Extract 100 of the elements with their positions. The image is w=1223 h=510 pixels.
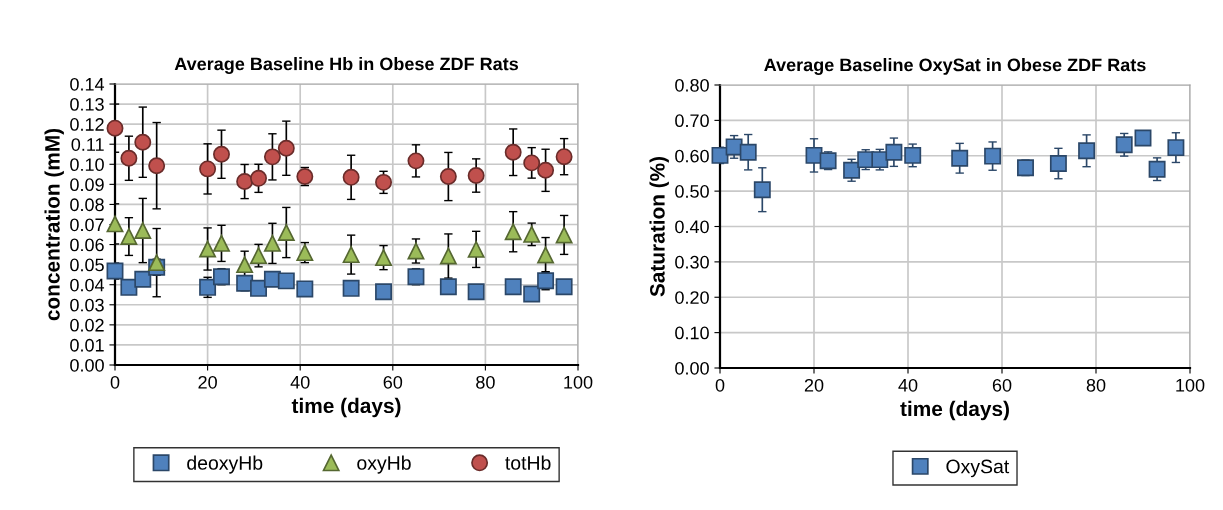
point: [250, 279, 268, 297]
y-tick-label: 0.00: [675, 361, 709, 375]
point: [296, 244, 314, 262]
y-tick-label: 0.10: [675, 326, 709, 340]
point: [277, 272, 295, 290]
chart-title: Average Baseline Hb in Obese ZDF Rats: [174, 57, 519, 74]
point: [984, 147, 1002, 165]
point: [843, 161, 861, 179]
point: [467, 167, 485, 185]
x-tick-label: 0: [715, 378, 725, 392]
point: [375, 249, 393, 267]
point: [277, 224, 295, 242]
y-tick-label: 0.70: [675, 114, 709, 128]
point: [148, 157, 166, 175]
point: [1115, 136, 1133, 154]
point: [555, 148, 573, 166]
point: [523, 225, 541, 243]
point: [213, 234, 230, 252]
legend-label: oxyHb: [357, 455, 411, 474]
point: [120, 228, 138, 246]
y-tick-label: 0.11: [71, 138, 104, 151]
y-axis-title: Saturation (%): [649, 156, 669, 297]
point: [1049, 155, 1067, 173]
point: [236, 173, 254, 191]
x-axis-title: time (days): [900, 400, 1009, 421]
point: [263, 148, 281, 166]
point: [439, 168, 457, 186]
point: [407, 152, 425, 170]
point: [106, 215, 124, 233]
point: [885, 143, 903, 161]
y-tick-label: 0.13: [70, 98, 104, 111]
x-tick-label: 60: [992, 378, 1012, 392]
point: [407, 242, 425, 260]
point: [134, 270, 152, 288]
point: [250, 169, 268, 187]
point: [555, 226, 573, 244]
point: [375, 173, 393, 191]
point: [134, 133, 152, 151]
point: [1134, 129, 1152, 147]
point: [753, 181, 771, 199]
x-tick-label: 40: [290, 375, 310, 389]
x-tick-label: 80: [1086, 378, 1106, 392]
point: [439, 278, 457, 296]
y-tick-label: 0.60: [675, 149, 709, 163]
point: [250, 247, 268, 265]
point: [213, 145, 230, 163]
point: [467, 283, 485, 301]
x-tick-label: 40: [898, 378, 918, 392]
chart-title: Average Baseline OxySat in Obese ZDF Rats: [764, 58, 1146, 75]
point: [711, 146, 729, 164]
x-tick-label: 20: [804, 378, 824, 392]
point: [904, 146, 922, 164]
point: [523, 154, 541, 172]
point: [342, 246, 360, 264]
point: [1148, 160, 1166, 178]
point: [296, 280, 314, 298]
point: [236, 256, 254, 274]
point: [467, 240, 485, 258]
point: [1167, 139, 1185, 157]
point: [555, 278, 573, 296]
y-tick-label: 0.14: [70, 77, 105, 91]
point: [120, 149, 138, 167]
point: [199, 278, 217, 296]
point: [342, 168, 360, 186]
legend-label: totHb: [505, 455, 551, 470]
y-tick-label: 0.00: [70, 358, 104, 372]
point: [277, 139, 295, 157]
y-tick-label: 0.01: [70, 338, 104, 352]
y-tick-label: 0.40: [675, 220, 709, 234]
y-tick-label: 0.02: [70, 318, 104, 332]
y-tick-label: 0.30: [675, 255, 709, 269]
point: [504, 143, 522, 161]
point: [236, 274, 254, 292]
y-tick-label: 0.05: [70, 258, 104, 272]
y-axis-title: concentration (mM): [44, 128, 64, 321]
x-tick-label: 0: [110, 375, 120, 389]
point: [375, 283, 393, 301]
x-tick-label: 80: [476, 375, 495, 389]
y-tick-label: 0.12: [70, 118, 104, 131]
y-tick-label: 0.10: [70, 158, 104, 172]
y-tick-label: 0.04: [70, 278, 105, 292]
point: [106, 119, 124, 137]
y-tick-label: 0.08: [70, 198, 104, 212]
x-tick-label: 20: [198, 375, 217, 389]
legend-label: deoxyHb: [187, 455, 263, 474]
point: [199, 160, 217, 178]
x-tick-label: 60: [383, 375, 403, 389]
point: [263, 234, 281, 252]
y-tick-label: 0.07: [70, 218, 104, 232]
point: [537, 161, 555, 179]
point: [537, 246, 555, 264]
point: [134, 222, 152, 239]
point: [504, 223, 522, 241]
point: [439, 247, 457, 265]
y-tick-label: 0.03: [70, 298, 104, 312]
point: [1078, 142, 1096, 160]
point: [296, 168, 314, 186]
point: [523, 285, 541, 303]
x-tick-label: 100: [1176, 378, 1205, 392]
point: [725, 138, 743, 156]
